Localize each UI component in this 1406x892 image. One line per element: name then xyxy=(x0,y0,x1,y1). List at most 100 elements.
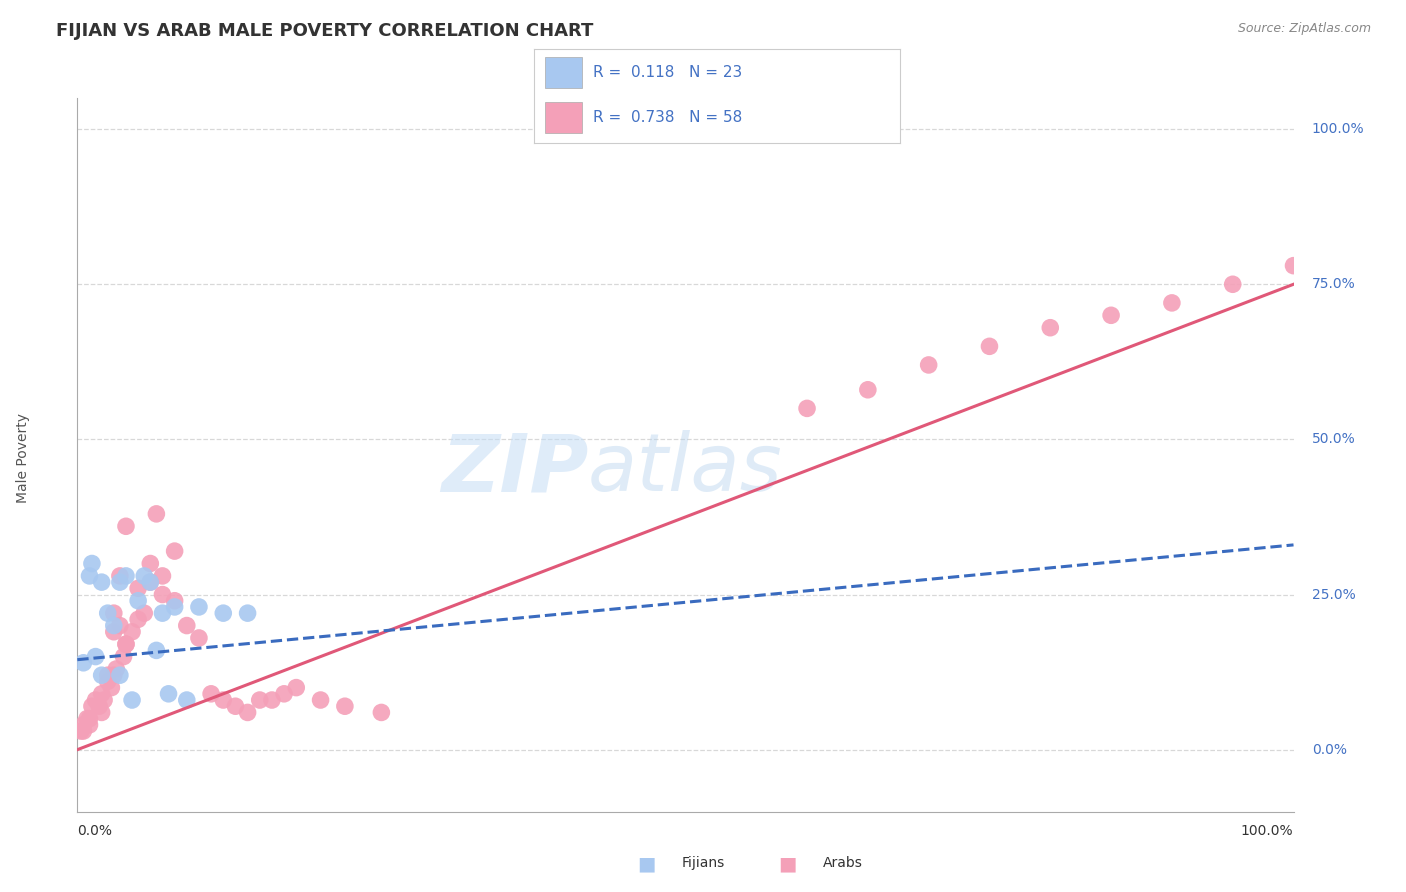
Point xyxy=(108,668,131,682)
Bar xyxy=(546,57,582,88)
Point xyxy=(224,699,246,714)
Text: 100.0%: 100.0% xyxy=(1241,824,1294,838)
Text: ZIP: ZIP xyxy=(440,430,588,508)
Point xyxy=(176,693,198,707)
Text: Arabs: Arabs xyxy=(823,856,862,871)
Point xyxy=(105,662,128,676)
Point xyxy=(79,712,101,726)
Point xyxy=(115,637,138,651)
Point xyxy=(121,693,143,707)
Point xyxy=(856,383,879,397)
Point xyxy=(97,668,120,682)
Point xyxy=(79,718,101,732)
Point xyxy=(97,674,120,689)
Point xyxy=(273,687,295,701)
Point xyxy=(212,606,235,620)
Text: 75.0%: 75.0% xyxy=(1312,277,1355,292)
Point xyxy=(979,339,1001,353)
Text: ■: ■ xyxy=(637,854,657,873)
Point xyxy=(309,693,332,707)
Point xyxy=(127,612,149,626)
Point xyxy=(80,557,103,571)
Point xyxy=(84,649,107,664)
Point xyxy=(370,706,392,720)
Text: 0.0%: 0.0% xyxy=(1312,743,1347,756)
Point xyxy=(236,706,259,720)
Point xyxy=(108,569,131,583)
Point xyxy=(145,643,167,657)
Bar xyxy=(546,103,582,134)
Point xyxy=(176,618,198,632)
Point xyxy=(145,507,167,521)
Point xyxy=(152,569,174,583)
Point xyxy=(152,606,174,620)
Point xyxy=(72,656,94,670)
Point xyxy=(139,557,162,571)
Point xyxy=(84,693,107,707)
Point xyxy=(127,582,149,596)
Point xyxy=(1222,277,1244,292)
Point xyxy=(139,575,162,590)
Point xyxy=(103,668,125,682)
Point xyxy=(249,693,271,707)
Point xyxy=(79,569,101,583)
Point xyxy=(115,569,138,583)
Point xyxy=(188,599,211,614)
Point xyxy=(90,687,112,701)
Point xyxy=(134,569,156,583)
Text: 25.0%: 25.0% xyxy=(1312,588,1355,601)
Point xyxy=(89,699,111,714)
Point xyxy=(163,599,186,614)
Text: 0.0%: 0.0% xyxy=(77,824,112,838)
Point xyxy=(100,681,122,695)
Point xyxy=(112,649,135,664)
Point xyxy=(285,681,308,695)
Text: ■: ■ xyxy=(778,854,797,873)
Point xyxy=(1282,259,1305,273)
Point xyxy=(200,687,222,701)
Point xyxy=(260,693,283,707)
Text: atlas: atlas xyxy=(588,430,783,508)
Text: Source: ZipAtlas.com: Source: ZipAtlas.com xyxy=(1237,22,1371,36)
Point xyxy=(103,624,125,639)
Point xyxy=(157,687,180,701)
Point xyxy=(163,593,186,607)
Point xyxy=(115,519,138,533)
Point xyxy=(72,718,94,732)
Point xyxy=(72,724,94,739)
Point xyxy=(1099,308,1122,322)
Point xyxy=(70,724,93,739)
Point xyxy=(188,631,211,645)
Point xyxy=(103,606,125,620)
Point xyxy=(236,606,259,620)
Text: FIJIAN VS ARAB MALE POVERTY CORRELATION CHART: FIJIAN VS ARAB MALE POVERTY CORRELATION … xyxy=(56,22,593,40)
Point xyxy=(108,575,131,590)
Text: 50.0%: 50.0% xyxy=(1312,433,1355,446)
Point xyxy=(1039,320,1062,334)
Point xyxy=(90,575,112,590)
Point xyxy=(127,593,149,607)
Point xyxy=(163,544,186,558)
Text: R =  0.738   N = 58: R = 0.738 N = 58 xyxy=(593,111,742,126)
Text: R =  0.118   N = 23: R = 0.118 N = 23 xyxy=(593,65,742,80)
Point xyxy=(152,588,174,602)
Point xyxy=(134,606,156,620)
Point xyxy=(90,706,112,720)
Point xyxy=(333,699,356,714)
Text: Male Poverty: Male Poverty xyxy=(15,413,30,503)
Point xyxy=(80,699,103,714)
Text: Fijians: Fijians xyxy=(682,856,725,871)
Point xyxy=(108,618,131,632)
Point xyxy=(212,693,235,707)
Point xyxy=(103,618,125,632)
Point xyxy=(796,401,818,416)
Text: 100.0%: 100.0% xyxy=(1312,122,1364,136)
Point xyxy=(121,624,143,639)
Point xyxy=(139,575,162,590)
Point xyxy=(97,606,120,620)
Point xyxy=(115,637,138,651)
Point xyxy=(1161,296,1184,310)
Point xyxy=(76,712,98,726)
Point xyxy=(90,668,112,682)
Point xyxy=(918,358,941,372)
